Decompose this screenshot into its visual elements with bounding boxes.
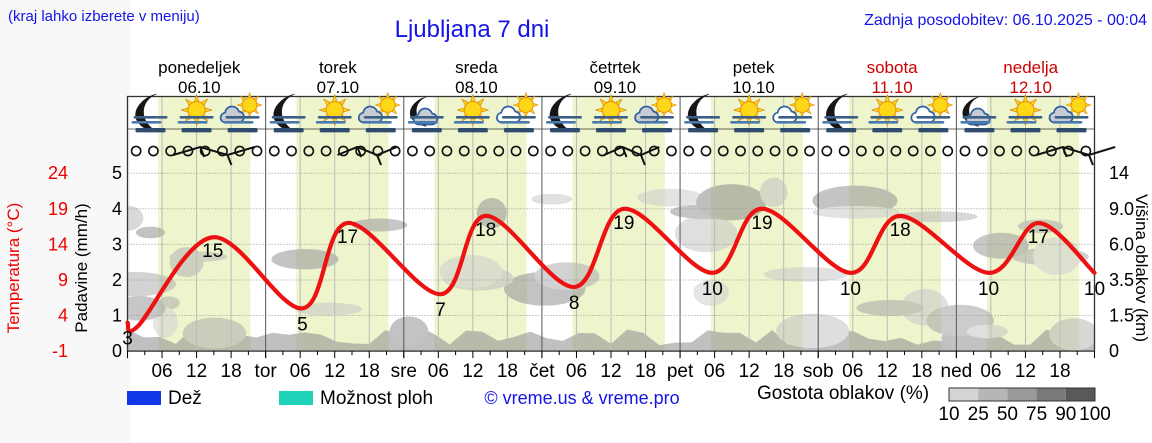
svg-text:pet: pet [667,361,694,382]
svg-text:17: 17 [1028,227,1049,248]
svg-text:Dež: Dež [168,388,202,409]
svg-text:90: 90 [1055,404,1076,425]
svg-text:© vreme.us & vreme.pro: © vreme.us & vreme.pro [484,388,679,408]
svg-text:1.5: 1.5 [1109,306,1134,326]
svg-text:4: 4 [112,199,122,219]
svg-text:18: 18 [911,361,932,382]
svg-text:Gostota oblakov (%): Gostota oblakov (%) [757,383,929,404]
svg-text:3: 3 [122,329,133,350]
svg-text:7: 7 [435,300,446,321]
svg-text:18: 18 [475,220,496,241]
svg-text:06: 06 [428,361,449,382]
svg-text:06: 06 [980,361,1001,382]
svg-text:14: 14 [48,234,68,254]
svg-text:5: 5 [112,163,122,183]
svg-text:3: 3 [112,234,122,254]
svg-text:15: 15 [202,241,223,262]
svg-text:18: 18 [890,220,911,241]
svg-text:17: 17 [337,227,358,248]
svg-text:50: 50 [997,404,1018,425]
svg-text:tor: tor [255,361,278,382]
svg-text:06: 06 [842,361,863,382]
svg-text:12: 12 [600,361,621,382]
svg-text:12: 12 [739,361,760,382]
svg-text:12: 12 [462,361,483,382]
svg-text:Temperatura (°C): Temperatura (°C) [4,203,23,334]
svg-text:4: 4 [58,306,68,326]
svg-text:9.0: 9.0 [1109,199,1134,219]
svg-text:2: 2 [112,270,122,290]
svg-text:sob: sob [803,361,834,382]
svg-text:9: 9 [58,270,68,290]
svg-text:12: 12 [324,361,345,382]
svg-text:19: 19 [48,199,68,219]
svg-text:0: 0 [112,341,122,361]
svg-text:06: 06 [704,361,725,382]
svg-text:ned: ned [941,361,973,382]
svg-text:3.5: 3.5 [1109,270,1134,290]
svg-text:6.0: 6.0 [1109,234,1134,254]
svg-text:10: 10 [1084,279,1105,300]
svg-text:18: 18 [497,361,518,382]
svg-text:10: 10 [938,404,959,425]
svg-text:18: 18 [773,361,794,382]
svg-text:12: 12 [186,361,207,382]
svg-text:Padavine (mm/h): Padavine (mm/h) [72,203,91,332]
svg-text:14: 14 [1109,163,1129,183]
svg-text:Možnost ploh: Možnost ploh [320,388,433,409]
svg-text:Višina oblakov (km): Višina oblakov (km) [1132,194,1151,342]
svg-text:75: 75 [1026,404,1047,425]
svg-text:sre: sre [391,361,417,382]
svg-text:10: 10 [702,279,723,300]
svg-text:25: 25 [968,404,989,425]
svg-text:06: 06 [566,361,587,382]
svg-text:10: 10 [978,279,999,300]
svg-text:24: 24 [48,163,68,183]
svg-text:100: 100 [1079,404,1111,425]
svg-text:10: 10 [840,279,861,300]
svg-text:-1: -1 [52,341,68,361]
svg-text:18: 18 [635,361,656,382]
svg-text:5: 5 [297,314,308,335]
svg-text:06: 06 [290,361,311,382]
svg-text:06: 06 [151,361,172,382]
svg-text:8: 8 [569,293,580,314]
svg-text:12: 12 [1015,361,1036,382]
svg-text:18: 18 [1049,361,1070,382]
svg-text:19: 19 [751,213,772,234]
svg-text:18: 18 [221,361,242,382]
svg-text:1: 1 [112,306,122,326]
svg-text:čet: čet [529,361,555,382]
svg-text:18: 18 [359,361,380,382]
svg-text:19: 19 [613,213,634,234]
svg-text:0: 0 [1109,341,1119,361]
svg-text:12: 12 [877,361,898,382]
